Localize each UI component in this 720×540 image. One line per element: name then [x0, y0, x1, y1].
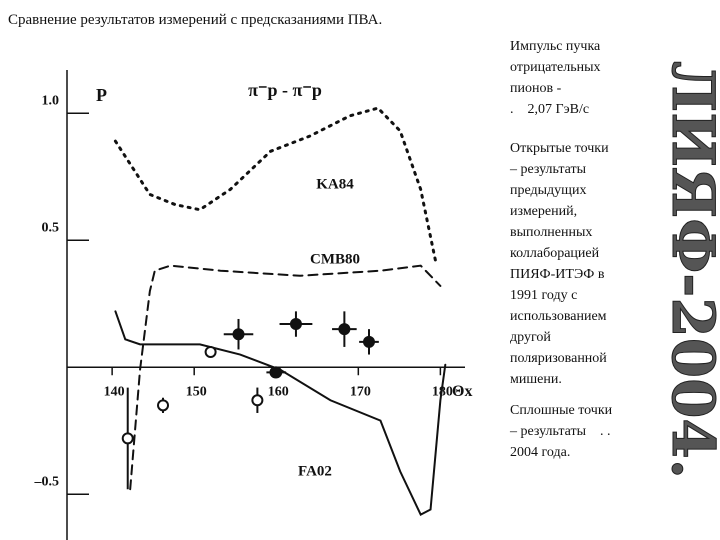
subtitle: π⁻p - π⁻p [248, 80, 322, 100]
point [121, 432, 134, 445]
point [270, 366, 283, 379]
text-line: предыдущих [510, 183, 587, 198]
point [362, 335, 375, 348]
watermark: ЛИЯФ-2004. [659, 61, 720, 480]
text-line: коллаборацией [510, 246, 600, 261]
curve [114, 310, 447, 516]
text-line: Импульс пучка [510, 39, 601, 54]
curve [113, 106, 437, 263]
curve-label: CMB80 [310, 251, 360, 267]
text-line: выполненных [510, 225, 593, 240]
text-line: измерений, [510, 204, 578, 219]
text-line: – результаты . . [510, 424, 611, 439]
slide-title: Сравнение результатов измерений с предск… [8, 12, 383, 28]
text-block: Открытые точки – результаты предыдущих изме… [510, 138, 650, 390]
curve-label: KA84 [316, 176, 354, 192]
x-axis-label: Θx [452, 383, 472, 400]
text-line: мишени. [510, 372, 562, 387]
point [338, 323, 351, 336]
y-tick-label: 0.5 [42, 220, 60, 235]
text-line: Открытые точки [510, 141, 609, 156]
text-line: поляризованной [510, 351, 607, 366]
curve-label: FA02 [298, 463, 332, 479]
text-line: . 2,07 ГэВ/с [510, 102, 590, 117]
point [204, 346, 217, 358]
text-line: ПИЯФ-ИТЭФ в [510, 267, 605, 282]
curve [129, 264, 442, 491]
point [232, 328, 245, 341]
text-line: 1991 году с [510, 288, 578, 303]
text-line: Сплошные точки [510, 403, 613, 418]
point [157, 399, 170, 412]
text-line: – результаты [510, 162, 587, 177]
x-tick-label: 170 [350, 384, 371, 399]
y-tick-label: –0.5 [34, 474, 60, 489]
text-line: пионов - [510, 81, 562, 96]
point [289, 318, 302, 331]
text-line: 2004 года. [510, 445, 571, 460]
text-block: Импульс пучка отрицательных пионов - . 2,07… [510, 36, 650, 120]
sidebar: Импульс пучка отрицательных пионов - . 2,07… [510, 36, 650, 473]
text-line: использованием [510, 309, 607, 324]
x-tick-label: 160 [268, 384, 289, 399]
text-line: другой [510, 330, 551, 345]
x-tick-label: 150 [186, 384, 207, 399]
x-tick-label: 140 [104, 384, 125, 399]
y-axis-label: P [96, 85, 107, 105]
point [251, 394, 264, 407]
text-line: отрицательных [510, 60, 601, 75]
text-block: Сплошные точки – результаты . . 2004 года. [510, 400, 650, 463]
y-tick-label: 1.0 [42, 93, 60, 108]
